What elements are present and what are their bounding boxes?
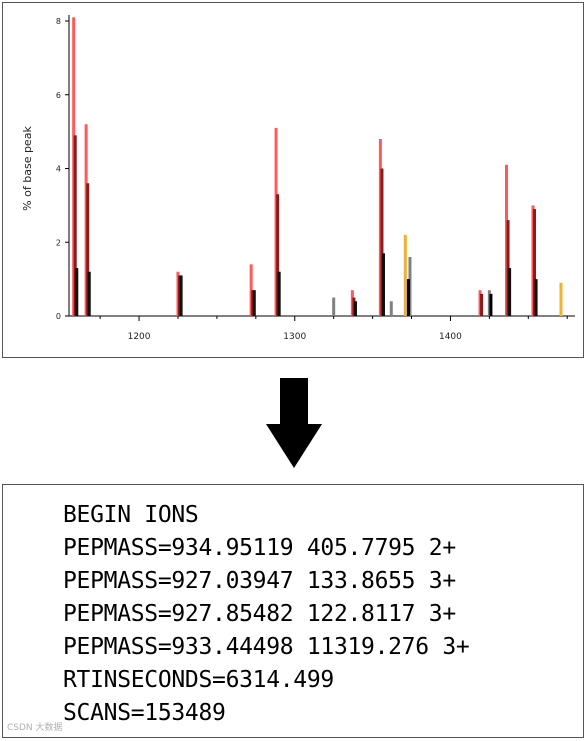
- spectrum-peak-bar: [508, 268, 512, 316]
- spectrum-peak-bar: [478, 290, 482, 316]
- y-axis-label: % of base peak: [21, 126, 34, 211]
- spectrum-peak-bar: [534, 279, 538, 316]
- spectrum-peak-bar: [406, 279, 410, 316]
- spectrum-peak-bar: [559, 282, 563, 316]
- x-tick-label: 1400: [439, 332, 462, 342]
- spectrum-peak-bar: [176, 271, 180, 316]
- mgf-line: PEPMASS=934.95119 405.7795 2+: [63, 535, 456, 561]
- y-tick-label: 8: [56, 17, 61, 26]
- spectrum-peak-bar: [380, 168, 384, 316]
- spectrum-peak-bar: [179, 275, 183, 316]
- spectrum-peak-bar: [252, 290, 256, 316]
- spectrum-peak-bar: [403, 234, 407, 316]
- spectrum-peak-bar: [353, 301, 357, 316]
- spectrum-peak-bar: [251, 290, 255, 316]
- spectrum-peak-bar: [350, 290, 354, 316]
- spectrum-peak-bar: [249, 264, 253, 316]
- spectrum-peak-bar: [274, 127, 278, 316]
- spectrum-peak-bar: [533, 209, 537, 316]
- spectrum-peak-bar: [72, 17, 76, 316]
- y-tick-label: 0: [56, 312, 61, 321]
- spectrum-peak-bar: [506, 220, 510, 316]
- spectrum-peak-bar: [389, 301, 393, 316]
- down-arrow-icon: [266, 378, 322, 468]
- spectrum-peak-bar: [487, 290, 491, 316]
- spectrum-peak-bar: [480, 293, 484, 316]
- spectrum-peak-bar: [504, 164, 508, 316]
- spectrum-peak-bar: [531, 205, 535, 316]
- x-tick-label: 1200: [128, 332, 151, 342]
- mgf-lines: BEGIN IONS PEPMASS=934.95119 405.7795 2+…: [63, 499, 470, 730]
- spectrum-peak-bar: [408, 257, 412, 316]
- spectrum-peak-bar: [378, 139, 382, 316]
- spectrum-peak-bar: [73, 135, 77, 316]
- spectrum-peak-bar: [489, 293, 493, 316]
- spectrum-peak-bar: [75, 268, 79, 316]
- spectrum-peak-bar: [86, 183, 90, 316]
- mgf-line: PEPMASS=927.85482 122.8117 3+: [63, 601, 456, 627]
- spectrum-peak-bar: [276, 194, 280, 316]
- spectrum-chart-panel: 0 2 4 6 8 1200 1300 1400 % of base peak: [2, 2, 584, 358]
- spectrum-peak-bar: [352, 297, 356, 316]
- mgf-line: PEPMASS=927.03947 133.8655 3+: [63, 568, 456, 594]
- y-tick-label: 6: [56, 91, 61, 100]
- watermark: CSDN 大数据: [7, 723, 63, 733]
- spectrum-peak-bar: [277, 271, 281, 316]
- spectrum-peak-bar: [332, 297, 336, 316]
- mgf-line: RTINSECONDS=6314.499: [63, 667, 334, 693]
- y-tick-label: 4: [56, 165, 61, 174]
- mgf-line: BEGIN IONS: [63, 502, 199, 528]
- mgf-line: SCANS=153489: [63, 700, 226, 726]
- spectrum-peak-bar: [84, 124, 88, 316]
- mgf-text-panel: BEGIN IONS PEPMASS=934.95119 405.7795 2+…: [2, 484, 584, 738]
- spectrum-chart: 0 2 4 6 8 1200 1300 1400 % of base peak: [21, 15, 575, 342]
- spectrum-peak-bar: [87, 271, 91, 316]
- mgf-line: PEPMASS=933.44498 11319.276 3+: [63, 634, 470, 660]
- spectrum-peak-bar: [178, 275, 182, 316]
- spectrum-peak-bar: [381, 253, 385, 316]
- x-tick-label: 1300: [283, 332, 306, 342]
- y-tick-label: 2: [56, 238, 61, 247]
